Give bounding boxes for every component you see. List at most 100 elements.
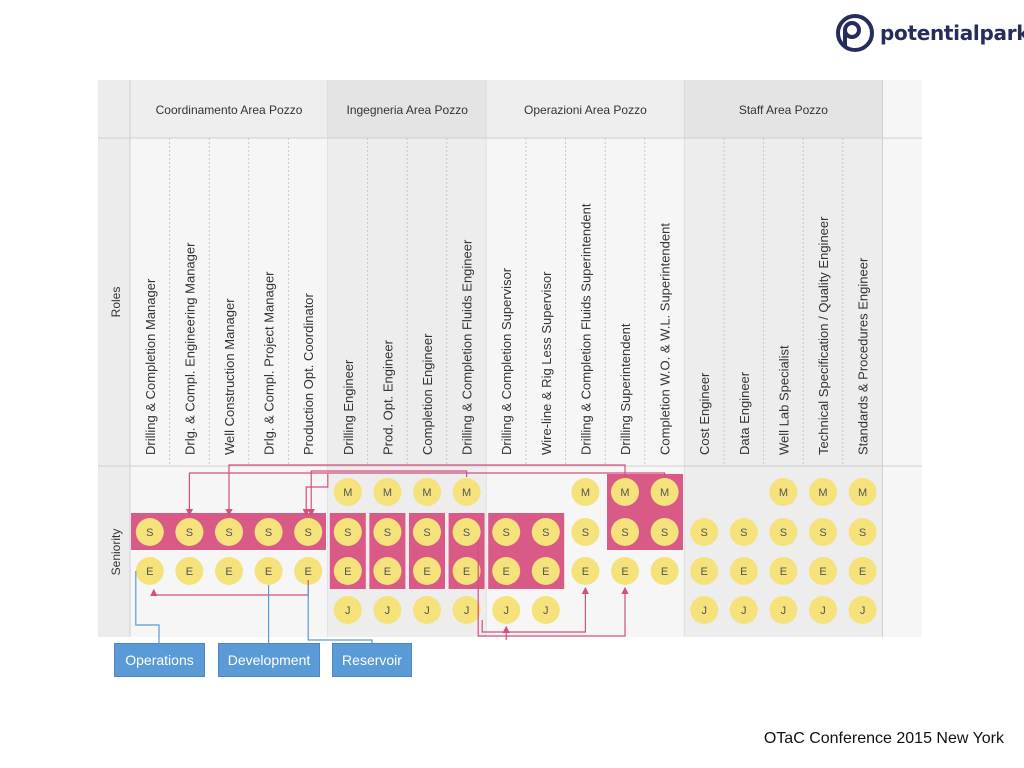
seniority-E-label: E — [503, 566, 510, 578]
seniority-E-circle — [333, 557, 362, 585]
seniority-E-circle — [611, 557, 639, 585]
seniority-J-circle — [809, 596, 837, 624]
seniority-E-label: E — [542, 566, 549, 578]
seniority-M-label: M — [581, 487, 590, 499]
seniority-S-circle — [809, 518, 837, 546]
group-header-label: Operazioni Area Pozzo — [524, 103, 647, 117]
role-label: Cost Engineer — [697, 372, 712, 455]
seniority-S-label: S — [305, 527, 312, 539]
seniority-S-label: S — [859, 527, 866, 539]
role-label: Completion W.O. & W.L. Superintendent — [658, 223, 673, 455]
group-header-cell — [130, 80, 328, 138]
seniority-E-circle — [373, 557, 402, 585]
seniority-M-circle — [848, 478, 877, 506]
arrow-supervisor-loop — [477, 540, 629, 637]
seniority-S-label: S — [582, 527, 589, 539]
seniority-M-circle — [373, 478, 402, 506]
seniority-J-label: J — [543, 605, 549, 617]
group-header-label: Staff Area Pozzo — [739, 103, 828, 117]
seniority-S-label: S — [146, 527, 153, 539]
seniority-E-label: E — [265, 566, 272, 578]
seniority-S-circle — [650, 518, 679, 546]
seniority-S-label: S — [186, 527, 193, 539]
role-label: Wire-line & Rig Less Supervisor — [539, 271, 554, 455]
seniority-S-label: S — [740, 527, 747, 539]
seniority-M-circle — [769, 478, 798, 506]
seniority-S-label: S — [463, 527, 470, 539]
seniority-E-circle — [254, 557, 283, 585]
group-header-cell — [684, 80, 883, 138]
seniority-J-label: J — [781, 605, 787, 617]
role-label: Drilling & Completion Supervisor — [499, 267, 514, 455]
seniority-S-label: S — [542, 527, 549, 539]
seniority-E-label: E — [859, 566, 866, 578]
seniority-E-circle — [650, 557, 679, 585]
seniority-J-label: J — [820, 605, 826, 617]
role-label: Standards & Procedures Engineer — [856, 257, 871, 455]
group-header-cell — [486, 80, 685, 138]
legend-development: Development — [218, 643, 320, 677]
seniority-E-label: E — [186, 566, 193, 578]
role-label: Technical Specification / Quality Engine… — [816, 216, 831, 455]
seniority-E-circle — [809, 557, 837, 585]
row-label-column — [98, 80, 130, 637]
group-header-label: Ingegneria Area Pozzo — [346, 103, 468, 117]
seniority-S-label: S — [780, 527, 787, 539]
seniority-E-label: E — [819, 566, 826, 578]
seniority-E-label: E — [780, 566, 787, 578]
seniority-S-circle — [254, 518, 283, 546]
seniority-axis-label: Seniority — [109, 529, 123, 576]
seniority-E-circle — [413, 557, 441, 585]
seniority-J-label: J — [424, 605, 430, 617]
seniority-S-circle — [729, 518, 758, 546]
seniority-S-label: S — [661, 527, 668, 539]
seniority-M-circle — [413, 478, 441, 506]
seniority-S-circle — [215, 518, 243, 546]
seniority-S-circle — [373, 518, 402, 546]
legend-development-label: Development — [227, 652, 311, 668]
seniority-J-label: J — [860, 605, 866, 617]
seniority-S-label: S — [503, 527, 510, 539]
seniority-M-circle — [809, 478, 837, 506]
seniority-J-circle — [729, 596, 758, 624]
seniority-J-circle — [452, 596, 481, 624]
seniority-J-circle — [413, 596, 441, 624]
seniority-S-circle — [611, 518, 639, 546]
seniority-S-circle — [769, 518, 798, 546]
seniority-S-circle — [333, 518, 362, 546]
role-label: Drilling Superintendent — [618, 323, 633, 455]
seniority-J-circle — [531, 596, 560, 624]
group-header-label: Coordinamento Area Pozzo — [156, 103, 303, 117]
seniority-S-circle — [492, 518, 521, 546]
seniority-S-circle — [135, 518, 164, 546]
seniority-E-circle — [571, 557, 600, 585]
seniority-J-label: J — [503, 605, 509, 617]
seniority-E-circle — [135, 557, 164, 585]
arrow-drilling-eng-to-coordinator — [302, 474, 329, 517]
seniority-E-label: E — [463, 566, 470, 578]
seniority-M-label: M — [422, 487, 431, 499]
seniority-S-label: S — [344, 527, 351, 539]
seniority-E-label: E — [384, 566, 391, 578]
seniority-M-label: M — [383, 487, 392, 499]
seniority-E-label: E — [740, 566, 747, 578]
seniority-J-circle — [373, 596, 402, 624]
seniority-S-circle — [690, 518, 719, 546]
seniority-S-circle — [848, 518, 877, 546]
role-label: Drlg. & Compl. Project Manager — [262, 271, 277, 455]
brand-logo: potentialpark — [836, 14, 1024, 52]
seniority-S-circle — [413, 518, 441, 546]
legend-operations-label: Operations — [125, 652, 194, 668]
seniority-E-label: E — [423, 566, 430, 578]
role-label: Drilling & Completion Manager — [143, 278, 158, 455]
seniority-M-label: M — [462, 487, 471, 499]
arrow-completion-to-engineering-manager — [185, 472, 666, 517]
seniority-M-circle — [452, 478, 481, 506]
seniority-S-circle — [531, 518, 560, 546]
arrow-supervisor-to-fluids — [481, 586, 589, 633]
brand-name: potentialpark — [880, 21, 1024, 45]
seniority-E-circle — [690, 557, 719, 585]
seniority-S-label: S — [621, 527, 628, 539]
reservoir-connector — [307, 585, 373, 643]
role-label: Drilling & Completion Fluids Superintend… — [578, 203, 593, 455]
